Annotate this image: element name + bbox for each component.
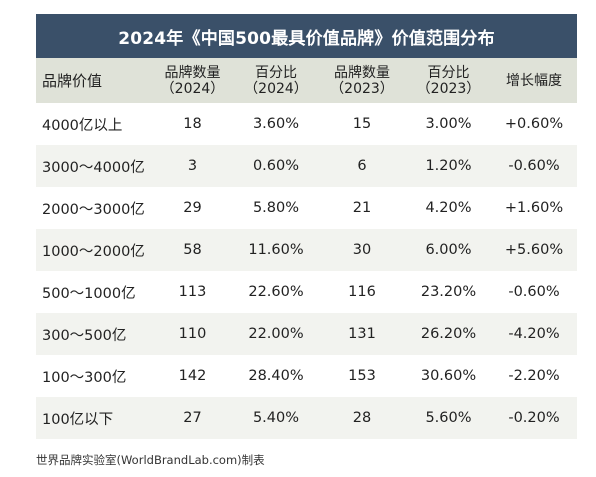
count-2023-cell: 15 [352,116,372,132]
header-count-2024: 品牌数量 （2024） [160,64,225,97]
growth-cell: +5.60% [504,242,564,258]
brand-value-cell: 4000亿以上 [42,117,123,134]
table-row: 4000亿以上 18 3.60% 15 3.00% +0.60% [36,103,577,145]
header-growth: 增长幅度 [506,72,562,89]
header-percent-2024: 百分比 （2024） [244,64,308,97]
count-2024-cell: 113 [178,284,207,300]
growth-cell: -4.20% [508,326,560,342]
growth-cell: -0.20% [508,410,560,426]
table-row: 1000～2000亿 58 11.60% 30 6.00% +5.60% [36,229,577,271]
table-header-row: 品牌价值 品牌数量 （2024） 百分比 （2024） 品牌数量 （2023） … [36,58,577,103]
percent-2024-cell: 3.60% [252,116,300,132]
table-row: 100～300亿 142 28.40% 153 30.60% -2.20% [36,355,577,397]
percent-2024-cell: 5.80% [252,200,300,216]
table-row: 300～500亿 110 22.00% 131 26.20% -4.20% [36,313,577,355]
count-2024-cell: 3 [187,158,198,174]
growth-cell: +0.60% [504,116,564,132]
growth-cell: -2.20% [508,368,560,384]
count-2023-cell: 131 [348,326,376,342]
table-title: 2024年《中国500最具价值品牌》价值范围分布 [36,14,577,58]
percent-2024-cell: 5.40% [252,410,300,426]
brand-value-cell: 2000～3000亿 [42,201,145,218]
header-count-2023: 品牌数量 （2023） [330,64,394,97]
percent-2023-cell: 6.00% [425,242,472,258]
brand-value-cell: 100亿以下 [42,411,114,428]
percent-2023-cell: 4.20% [425,200,472,216]
brand-value-table: 品牌价值 品牌数量 （2024） 百分比 （2024） 品牌数量 （2023） … [36,58,577,439]
count-2024-cell: 58 [183,242,202,258]
brand-value-cell: 3000～4000亿 [42,159,145,176]
percent-2023-cell: 23.20% [420,284,477,300]
percent-2023-cell: 3.00% [425,116,472,132]
percent-2024-cell: 28.40% [248,368,304,384]
brand-value-cell: 1000～2000亿 [42,243,145,260]
percent-2024-cell: 22.60% [248,284,304,300]
header-percent-2023: 百分比 （2023） [416,64,481,97]
count-2023-cell: 30 [352,242,372,258]
percent-2023-cell: 1.20% [425,158,472,174]
count-2024-cell: 142 [178,368,207,384]
count-2023-cell: 116 [348,284,376,300]
count-2024-cell: 29 [183,200,202,216]
percent-2023-cell: 5.60% [425,410,472,426]
table-row: 2000～3000亿 29 5.80% 21 4.20% +1.60% [36,187,577,229]
source-note: 世界品牌实验室(WorldBrandLab.com)制表 [36,453,265,467]
percent-2023-cell: 30.60% [420,368,477,384]
count-2023-cell: 28 [352,410,372,426]
count-2023-cell: 6 [357,158,367,174]
table-row: 3000～4000亿 3 0.60% 6 1.20% -0.60% [36,145,577,187]
count-2024-cell: 110 [178,326,207,342]
count-2023-cell: 153 [348,368,376,384]
count-2024-cell: 18 [183,116,202,132]
count-2024-cell: 27 [183,410,202,426]
brand-value-cell: 500～1000亿 [42,285,136,302]
percent-2024-cell: 0.60% [252,158,300,174]
count-2023-cell: 21 [352,200,372,216]
growth-cell: -0.60% [508,284,560,300]
brand-value-cell: 100～300亿 [42,369,127,386]
growth-cell: -0.60% [508,158,560,174]
header-brand-value: 品牌价值 [42,71,103,90]
percent-2023-cell: 26.20% [420,326,477,342]
table-row: 100亿以下 27 5.40% 28 5.60% -0.20% [36,397,577,439]
growth-cell: +1.60% [504,200,564,216]
table-body: 4000亿以上 18 3.60% 15 3.00% +0.60% 3000～4000亿 3 0.… [36,103,577,439]
table-container: 2024年《中国500最具价值品牌》价值范围分布 品牌价值 品牌数量 （2024… [36,14,577,439]
percent-2024-cell: 11.60% [248,242,304,258]
percent-2024-cell: 22.00% [248,326,304,342]
table-row: 500～1000亿 113 22.60% 116 23.20% -0.60% [36,271,577,313]
brand-value-cell: 300～500亿 [42,327,127,344]
